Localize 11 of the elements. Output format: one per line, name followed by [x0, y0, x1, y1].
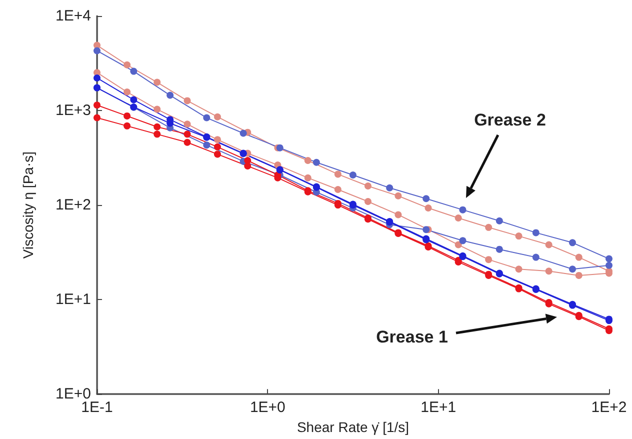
annotation: Grease 1	[376, 328, 448, 346]
y-tick-label: 1E+4	[56, 8, 91, 24]
x-tick-label: 1E+2	[591, 399, 627, 416]
y-tick-label: 1E+2	[56, 196, 91, 214]
y-tick-label: 1E+3	[56, 102, 91, 120]
x-tick-label: 1E+0	[250, 399, 286, 416]
x-tick-label: 1E+1	[420, 399, 456, 416]
x-axis-title: Shear Rate γ̇ [1/s]	[296, 419, 410, 435]
annotation: Grease 2	[474, 110, 546, 130]
y-tick-label: 1E+1	[56, 291, 91, 308]
y-axis-title: Viscosity η [Pa·s]	[20, 151, 36, 259]
